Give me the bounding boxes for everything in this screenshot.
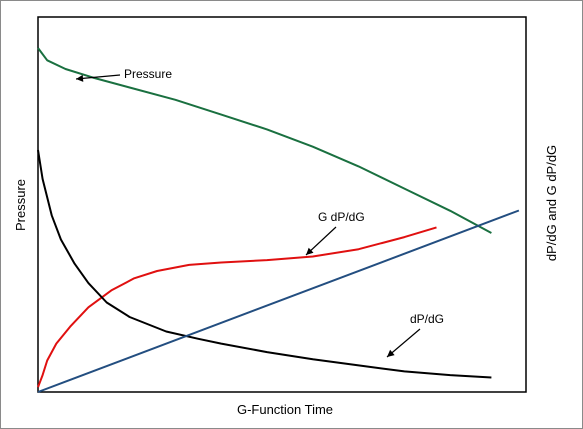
series-line-dp-dg: [37, 149, 492, 379]
annotation-arrow-dp-dg: [386, 328, 421, 358]
y-axis-left-label: Pressure: [13, 179, 28, 231]
plot-area-border: [37, 16, 527, 393]
series-line-linear-trend: [37, 209, 520, 393]
annotation-layer: Pressure G dP/dG dP/dG: [75, 67, 444, 358]
annotation-label-dp-dg: dP/dG: [410, 312, 444, 326]
series-layer: [37, 47, 520, 393]
annotation-arrowhead-pressure: [76, 74, 84, 82]
annotation-arrowhead-dp-dg: [387, 349, 395, 357]
annotation-label-g-dp-dg: G dP/dG: [318, 210, 365, 224]
annotation-arrow-pressure: [75, 74, 121, 80]
annotation-arrowhead-g-dp-dg: [306, 247, 314, 255]
x-axis-label: G-Function Time: [237, 402, 333, 417]
y-axis-right-label: dP/dG and G dP/dG: [544, 145, 559, 261]
series-line-pressure: [37, 47, 492, 234]
annotation-label-pressure: Pressure: [124, 67, 172, 81]
series-line-g-dp-dg: [37, 226, 437, 388]
